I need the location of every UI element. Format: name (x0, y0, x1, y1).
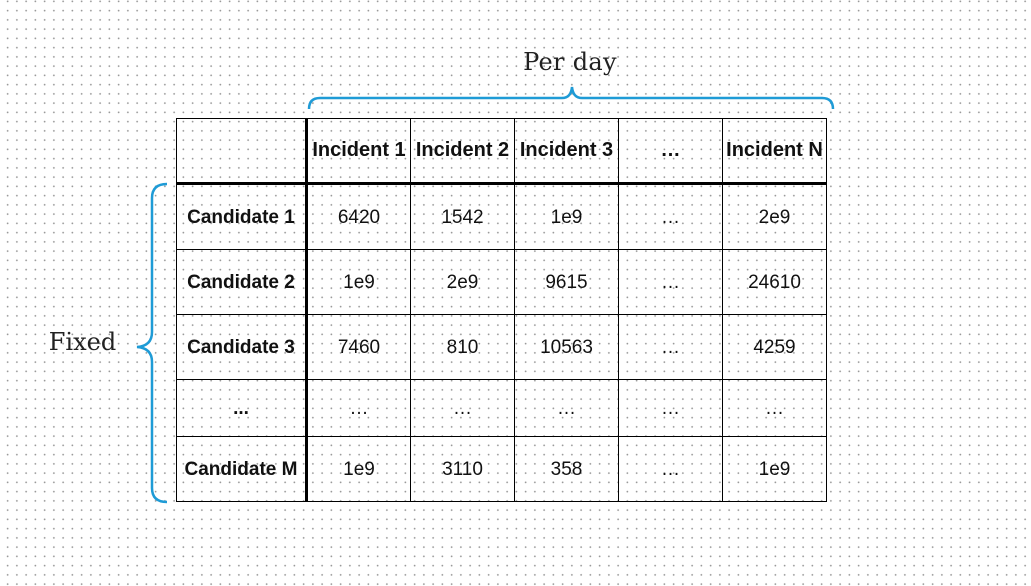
table-cell: … (618, 249, 723, 315)
row-header: Candidate 3 (176, 314, 308, 380)
column-header: Incident 3 (514, 118, 619, 185)
corner-cell (176, 118, 308, 185)
table-cell: 9615 (514, 249, 619, 315)
table-row: Candidate 3 7460 810 10563 … 4259 (176, 314, 827, 380)
table-cell: 2e9 (722, 183, 827, 250)
table-row: Candidate 1 6420 1542 1e9 … 2e9 (176, 183, 827, 250)
table-cell: 6420 (306, 183, 411, 250)
table-cell: 3110 (410, 436, 515, 502)
row-header: Candidate 2 (176, 249, 308, 315)
table-cell: … (618, 436, 723, 502)
row-header: ... (176, 379, 308, 437)
row-header: Candidate M (176, 436, 308, 502)
table-cell: 4259 (722, 314, 827, 380)
per-day-brace (307, 86, 835, 110)
table-cell: … (618, 379, 723, 437)
table-cell: 1e9 (514, 183, 619, 250)
table-row: Candidate M 1e9 3110 358 … 1e9 (176, 436, 827, 502)
table-cell: 1e9 (306, 436, 411, 502)
table-row: ... … … … … … (176, 379, 827, 437)
table-cell: 1e9 (722, 436, 827, 502)
table-cell: 24610 (722, 249, 827, 315)
row-header: Candidate 1 (176, 183, 308, 250)
table-cell: … (410, 379, 515, 437)
table-cell: … (618, 183, 723, 250)
column-header: Incident 2 (410, 118, 515, 185)
table-cell: 1e9 (306, 249, 411, 315)
table-cell: 7460 (306, 314, 411, 380)
column-header: Incident 1 (306, 118, 411, 185)
table-cell: 10563 (514, 314, 619, 380)
table-cell: … (618, 314, 723, 380)
table-row: Candidate 2 1e9 2e9 9615 … 24610 (176, 249, 827, 315)
table-cell: 2e9 (410, 249, 515, 315)
column-header: Incident N (722, 118, 827, 185)
table-cell: … (514, 379, 619, 437)
column-header: … (618, 118, 723, 185)
table-cell: 1542 (410, 183, 515, 250)
fixed-brace (136, 182, 168, 504)
table-cell: … (306, 379, 411, 437)
table-cell: … (722, 379, 827, 437)
table-cell: 358 (514, 436, 619, 502)
score-table: Incident 1 Incident 2 Incident 3 … Incid… (176, 118, 827, 502)
per-day-label: Per day (523, 48, 617, 76)
header-row: Incident 1 Incident 2 Incident 3 … Incid… (176, 118, 827, 185)
table-cell: 810 (410, 314, 515, 380)
fixed-label: Fixed (48, 328, 117, 356)
